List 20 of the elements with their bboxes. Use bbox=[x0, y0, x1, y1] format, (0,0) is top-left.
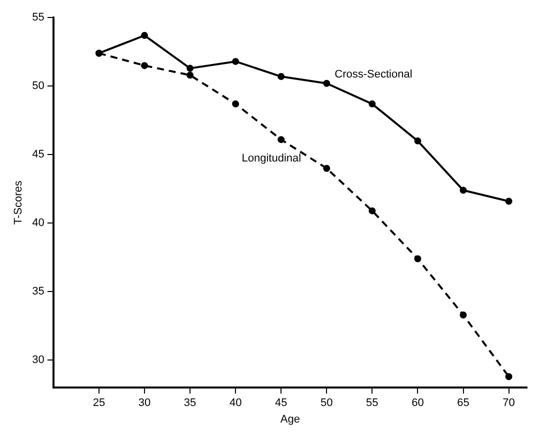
x-tick-label: 55 bbox=[366, 397, 378, 410]
y-tick-label: 40 bbox=[32, 217, 44, 230]
x-tick-label: 70 bbox=[502, 397, 515, 410]
y-tick-label: 35 bbox=[32, 286, 44, 298]
x-tick-label: 35 bbox=[184, 397, 196, 410]
series-label: Cross-Sectional bbox=[334, 68, 412, 80]
y-tick-label: 50 bbox=[32, 80, 44, 92]
series-label: Longitudinal bbox=[242, 152, 302, 165]
x-tick-label: 65 bbox=[457, 397, 470, 410]
x-tick-label: 60 bbox=[412, 397, 424, 410]
y-tick-label: 30 bbox=[32, 354, 44, 366]
y-tick-label: 55 bbox=[32, 12, 44, 24]
x-tick-label: 25 bbox=[92, 397, 106, 410]
x-tick-label: 50 bbox=[320, 397, 333, 410]
x-tick-label: 40 bbox=[229, 397, 242, 410]
x-axis-title: Age bbox=[280, 413, 300, 426]
y-axis-title: T-Scores bbox=[12, 180, 25, 225]
x-tick-label: 30 bbox=[138, 397, 151, 410]
y-tick-label: 45 bbox=[32, 148, 44, 161]
x-tick-label: 45 bbox=[274, 397, 288, 410]
